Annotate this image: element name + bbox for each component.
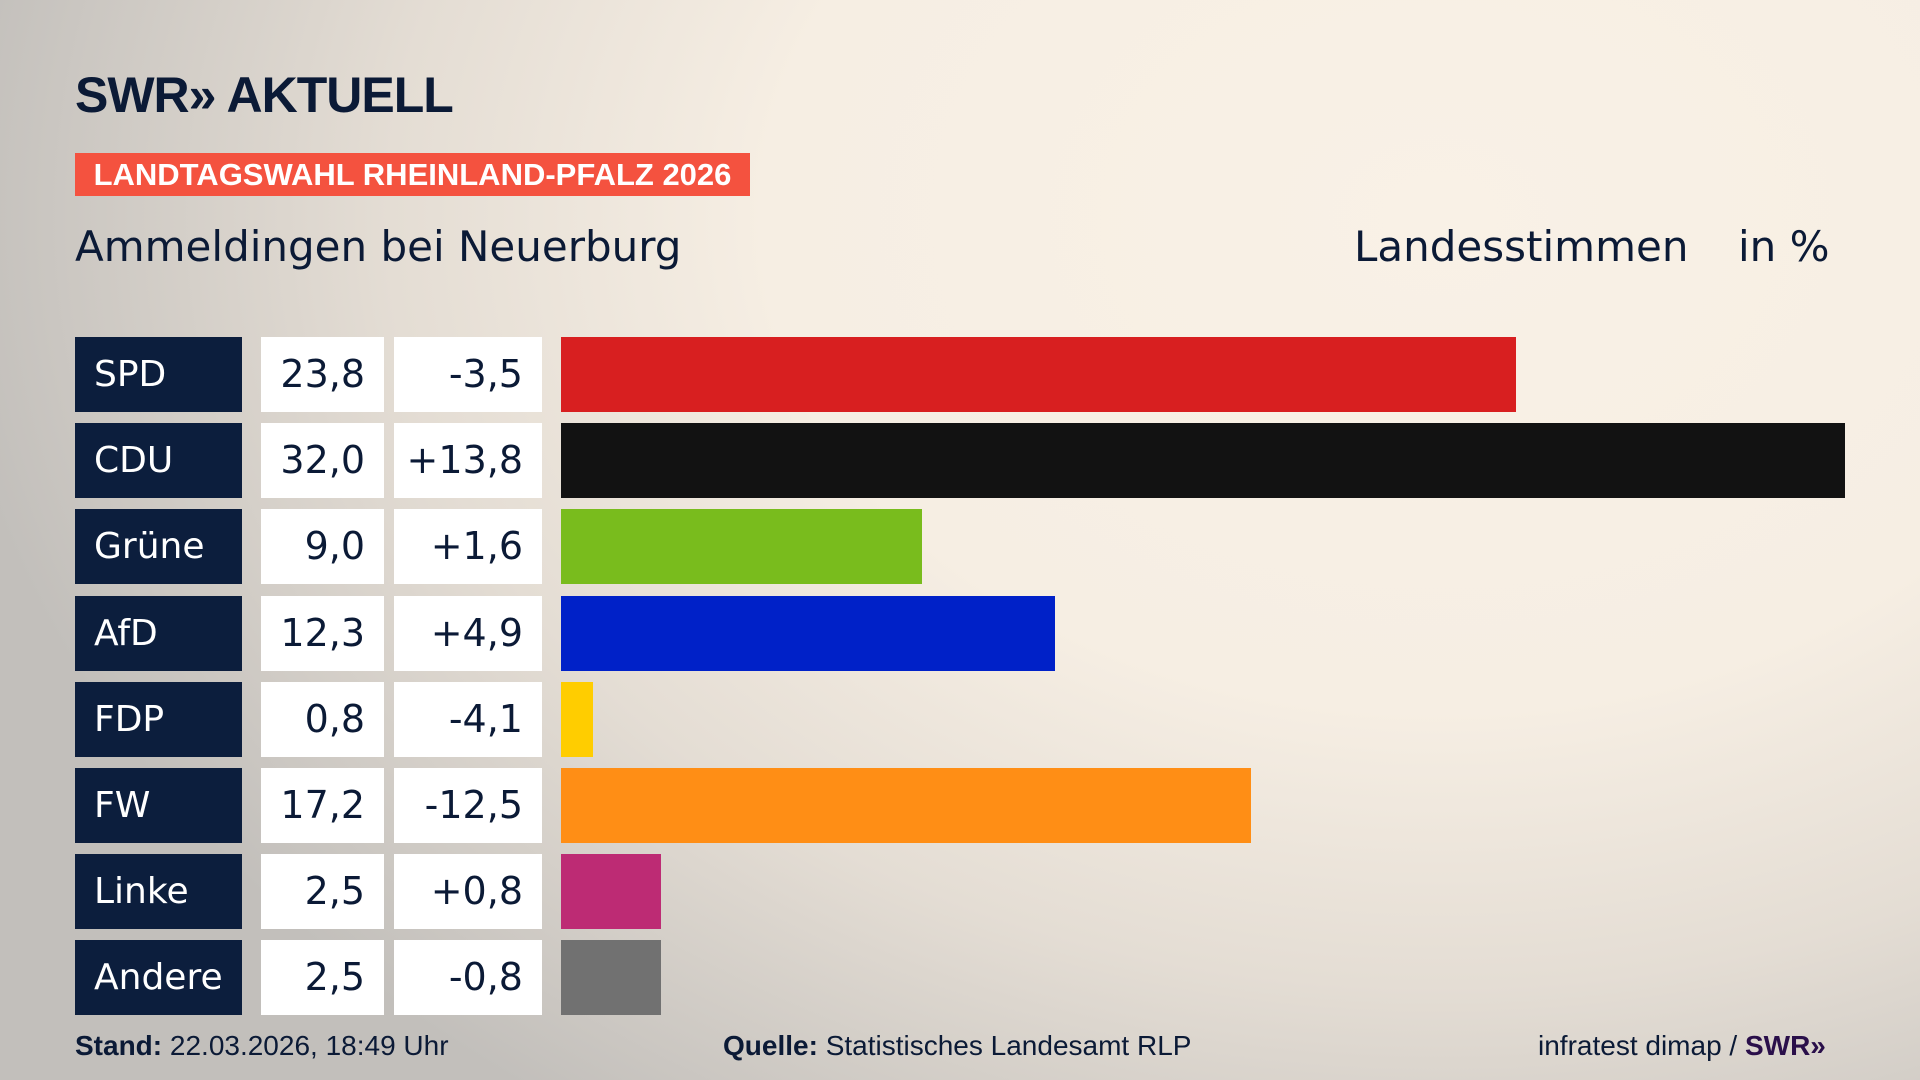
party-row: SPD 23,8 -3,5 bbox=[0, 337, 1920, 412]
location-title: Ammeldingen bei Neuerburg bbox=[75, 222, 682, 271]
bar-afd bbox=[561, 595, 1055, 671]
party-label: AfD bbox=[75, 595, 242, 671]
diff-label: +0,8 bbox=[394, 854, 542, 930]
source-value: Statistisches Landesamt RLP bbox=[825, 1030, 1192, 1061]
party-row: AfD 12,3 +4,9 bbox=[0, 595, 1920, 671]
diff-label: +1,6 bbox=[394, 509, 542, 585]
value-label: 17,2 bbox=[261, 768, 384, 843]
bar-linke bbox=[561, 854, 662, 930]
vote-type: Landesstimmen bbox=[1354, 222, 1689, 271]
source-label: Quelle: bbox=[723, 1030, 818, 1061]
diff-label: -12,5 bbox=[394, 768, 542, 843]
party-label: FDP bbox=[75, 681, 242, 757]
swr-logo: SWR» bbox=[1744, 1030, 1826, 1061]
election-banner: LANDTAGSWAHL RHEINLAND-PFALZ 2026 bbox=[75, 153, 750, 196]
bar-grüne bbox=[561, 509, 923, 585]
diff-label: -4,1 bbox=[394, 681, 542, 757]
party-row: Andere 2,5 -0,8 bbox=[0, 940, 1920, 1016]
party-row: CDU 32,0 +13,8 bbox=[0, 423, 1920, 499]
stand-label: Stand: bbox=[75, 1030, 163, 1061]
value-label: 9,0 bbox=[261, 509, 384, 585]
value-label: 23,8 bbox=[261, 337, 384, 412]
party-label: FW bbox=[75, 768, 242, 843]
party-row: FW 17,2 -12,5 bbox=[0, 768, 1920, 843]
value-label: 2,5 bbox=[261, 854, 384, 930]
unit-label: in % bbox=[1738, 222, 1830, 271]
value-label: 0,8 bbox=[261, 681, 384, 757]
bar-fw bbox=[561, 768, 1252, 843]
credit: infratest dimap / SWR» bbox=[1538, 1030, 1826, 1062]
diff-label: -3,5 bbox=[394, 337, 542, 412]
party-row: Grüne 9,0 +1,6 bbox=[0, 509, 1920, 585]
party-label: CDU bbox=[75, 423, 242, 499]
source: Quelle: Statistisches Landesamt RLP bbox=[723, 1030, 1191, 1062]
party-row: FDP 0,8 -4,1 bbox=[0, 681, 1920, 757]
value-label: 2,5 bbox=[261, 940, 384, 1016]
diff-label: +13,8 bbox=[394, 423, 542, 499]
party-label: Linke bbox=[75, 854, 242, 930]
stand-value: 22.03.2026, 18:49 Uhr bbox=[169, 1030, 449, 1061]
value-label: 12,3 bbox=[261, 595, 384, 671]
bar-cdu bbox=[561, 423, 1845, 499]
bar-spd bbox=[561, 337, 1516, 412]
timestamp: Stand: 22.03.2026, 18:49 Uhr bbox=[75, 1030, 449, 1062]
bar-andere bbox=[561, 940, 662, 1016]
diff-label: -0,8 bbox=[394, 940, 542, 1016]
swr-aktuell-logo: SWR» AKTUELL bbox=[75, 67, 454, 123]
party-label: Andere bbox=[75, 940, 242, 1016]
party-label: SPD bbox=[75, 337, 242, 412]
credit-text: infratest dimap / bbox=[1538, 1030, 1738, 1061]
party-row: Linke 2,5 +0,8 bbox=[0, 854, 1920, 930]
bar-fdp bbox=[561, 681, 594, 757]
party-label: Grüne bbox=[75, 509, 242, 585]
diff-label: +4,9 bbox=[394, 595, 542, 671]
value-label: 32,0 bbox=[261, 423, 384, 499]
